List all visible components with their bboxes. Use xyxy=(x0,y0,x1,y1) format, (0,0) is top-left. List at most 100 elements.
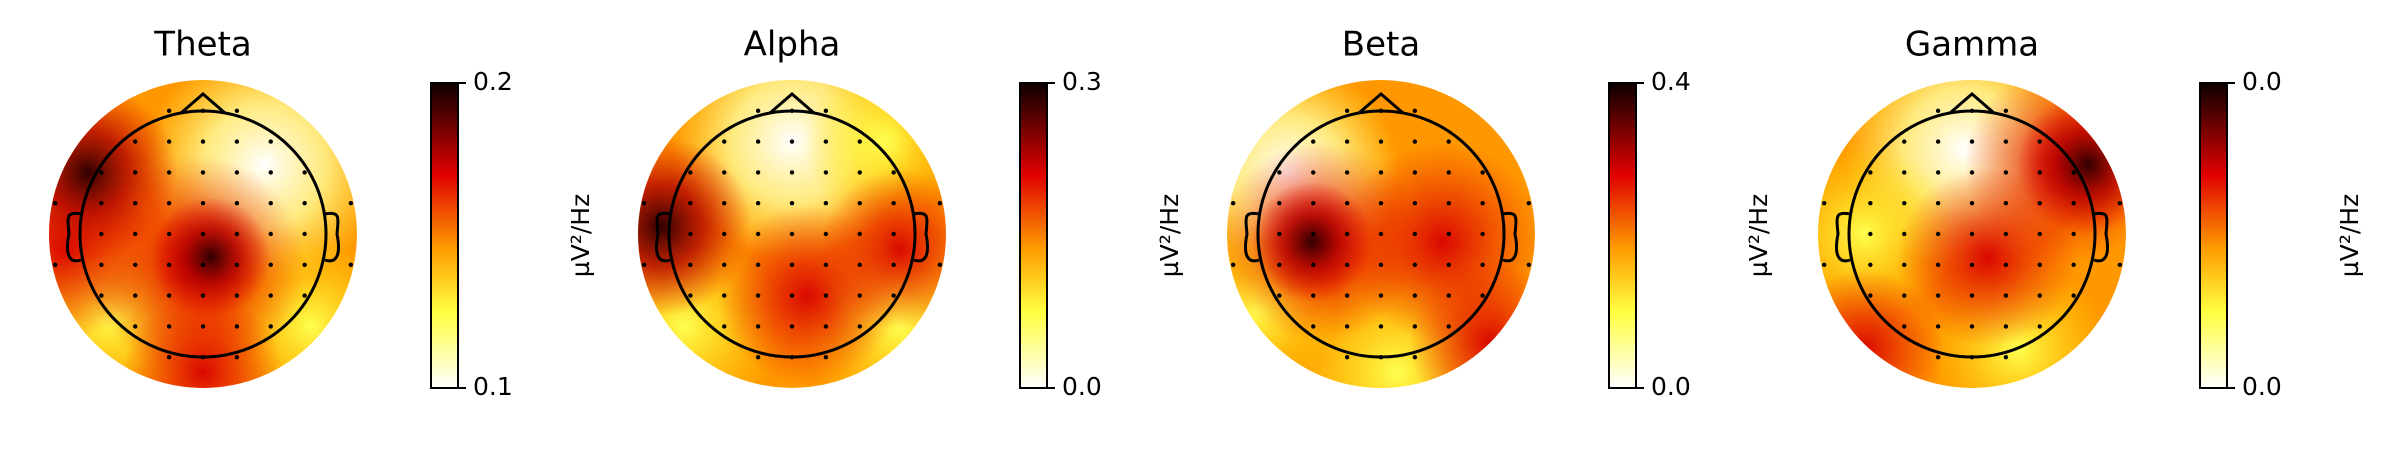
topomap-panel: Beta 0.0 0.4 µV²/Hz xyxy=(1227,25,1773,401)
sensor xyxy=(1412,324,1418,329)
ear-left xyxy=(1835,211,1852,263)
colorbar-tick-label: 0.0 xyxy=(1651,372,1691,401)
sensor xyxy=(823,293,829,298)
sensor xyxy=(789,201,795,206)
sensor xyxy=(2071,170,2076,175)
sensor xyxy=(937,262,943,267)
sensor xyxy=(1344,262,1350,267)
heatmap-blob xyxy=(49,82,178,263)
colorbar xyxy=(2199,82,2228,389)
sensor xyxy=(1446,231,1451,237)
sensor xyxy=(1969,139,1975,144)
sensor xyxy=(2117,201,2123,206)
sensor xyxy=(1868,262,1873,267)
sensor xyxy=(1969,170,1975,175)
sensor xyxy=(268,170,273,175)
sensor xyxy=(1344,355,1350,360)
sensor xyxy=(891,293,896,298)
sensor xyxy=(1935,170,1941,175)
sensor xyxy=(1868,170,1873,175)
nose xyxy=(180,92,226,115)
sensor xyxy=(857,170,862,175)
sensor xyxy=(1311,170,1316,175)
sensor xyxy=(688,262,693,267)
sensor xyxy=(891,262,896,267)
sensor xyxy=(1344,139,1350,144)
sensor xyxy=(268,262,273,267)
sensor xyxy=(2037,231,2042,237)
sensor xyxy=(789,170,795,175)
sensor xyxy=(755,139,761,144)
sensor xyxy=(789,262,795,267)
sensor xyxy=(166,139,172,144)
sensor xyxy=(2003,355,2009,360)
sensor xyxy=(133,324,138,329)
sensor xyxy=(1412,201,1418,206)
sensor xyxy=(133,231,138,237)
sensor xyxy=(1378,324,1384,329)
sensor xyxy=(1935,139,1941,144)
sensor xyxy=(234,108,240,114)
sensor xyxy=(1277,201,1282,206)
sensor xyxy=(1969,324,1975,329)
sensor xyxy=(1311,293,1316,298)
sensor xyxy=(1412,231,1418,237)
sensor xyxy=(755,293,761,298)
sensor xyxy=(857,201,862,206)
sensor xyxy=(755,201,761,206)
topomap-panel: Alpha 0.0 0.3 µV²/Hz xyxy=(638,25,1184,401)
sensor xyxy=(722,324,727,329)
sensor xyxy=(1935,108,1941,114)
sensor xyxy=(1821,201,1827,206)
colorbar-tick-label: 0.3 xyxy=(1062,67,1102,96)
sensor xyxy=(268,139,273,144)
sensor xyxy=(1412,355,1418,360)
sensor xyxy=(1277,231,1282,237)
sensor xyxy=(2037,262,2042,267)
sensor xyxy=(166,108,172,114)
sensor xyxy=(1446,262,1451,267)
sensor xyxy=(2003,293,2009,298)
sensor xyxy=(200,108,206,114)
sensor xyxy=(133,201,138,206)
sensor xyxy=(1311,324,1316,329)
sensor xyxy=(2037,324,2042,329)
sensor xyxy=(52,201,58,206)
sensor xyxy=(823,170,829,175)
panel-title: Beta xyxy=(1342,25,1420,65)
sensor xyxy=(1412,262,1418,267)
sensor xyxy=(1344,231,1350,237)
sensor xyxy=(937,201,943,206)
sensor xyxy=(1344,170,1350,175)
sensor xyxy=(1868,231,1873,237)
sensor xyxy=(722,262,727,267)
sensor xyxy=(302,231,307,237)
sensor xyxy=(1969,231,1975,237)
colorbar xyxy=(1019,82,1048,389)
sensor xyxy=(722,170,727,175)
sensor xyxy=(1378,139,1384,144)
sensor xyxy=(1446,293,1451,298)
nose xyxy=(1358,92,1404,115)
sensor xyxy=(200,201,206,206)
sensor xyxy=(348,262,354,267)
sensor xyxy=(200,262,206,267)
sensor xyxy=(166,201,172,206)
heatmap-blob xyxy=(150,197,271,318)
sensor xyxy=(789,355,795,360)
sensor xyxy=(1378,201,1384,206)
sensor xyxy=(348,201,354,206)
sensor xyxy=(1902,262,1907,267)
sensor xyxy=(1480,231,1485,237)
sensor xyxy=(1969,293,1975,298)
ear-right xyxy=(323,211,340,263)
sensor xyxy=(268,201,273,206)
sensor xyxy=(857,262,862,267)
sensor xyxy=(234,139,240,144)
sensor xyxy=(1935,201,1941,206)
ear-right xyxy=(912,211,929,263)
colorbar-tick-label: 0.0 xyxy=(1062,372,1102,401)
sensor xyxy=(234,170,240,175)
sensor xyxy=(2003,108,2009,114)
